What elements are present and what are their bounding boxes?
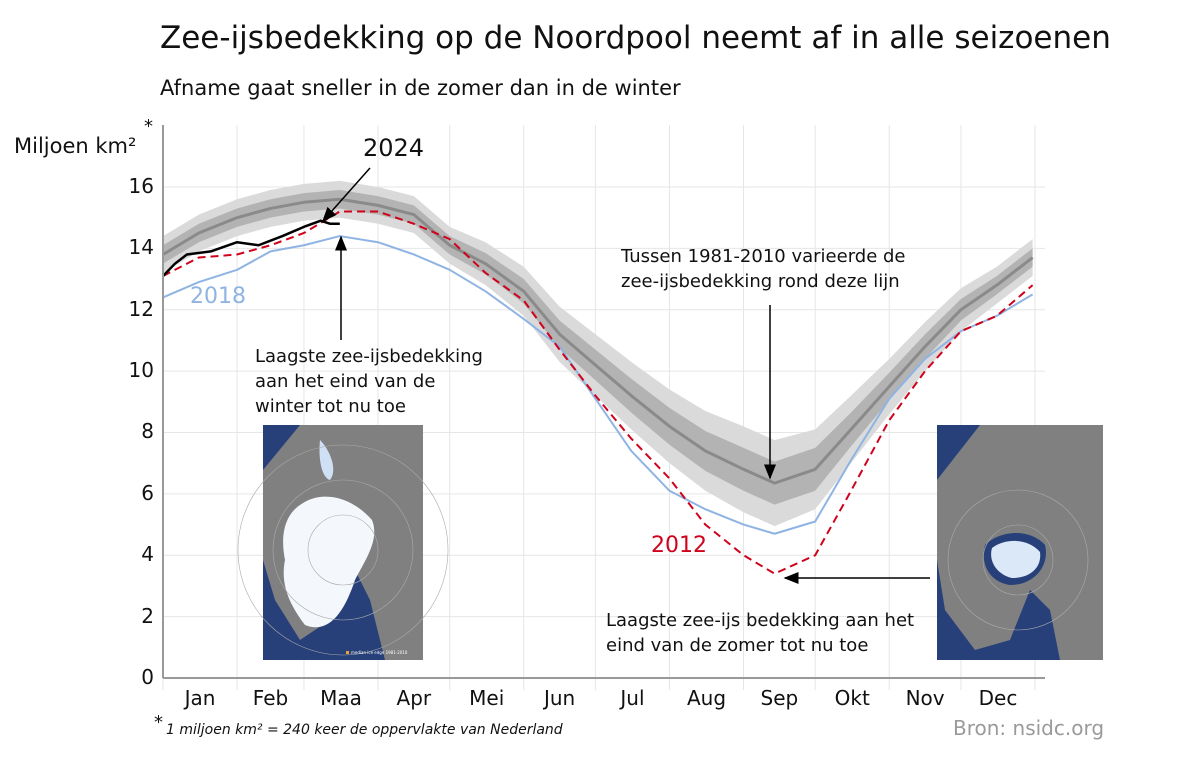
map-summer-2012 <box>937 425 1103 660</box>
series-2018-line <box>162 235 1034 535</box>
annotation-summer-low: Laagste zee-ijs bedekking aan het eind v… <box>606 610 915 656</box>
chart-subtitle: Afname gaat sneller in de zomer dan in d… <box>160 76 681 100</box>
y-tick-label: 14 <box>128 235 154 260</box>
month-label: Apr <box>396 686 432 710</box>
month-label: Jan <box>184 686 216 710</box>
source-credit: Bron: nsidc.org <box>953 716 1105 740</box>
band-inner <box>163 190 1033 505</box>
y-tick-label: 2 <box>141 603 154 628</box>
footnote: 1 miljoen km² = 240 keer de oppervlakte … <box>166 722 563 738</box>
series-median-line <box>162 197 1034 485</box>
month-label: Mei <box>469 686 505 710</box>
chart-title: Zee-ijsbedekking op de Noordpool neemt a… <box>160 20 1111 56</box>
month-label: Feb <box>252 686 289 710</box>
y-axis-label-asterisk: * <box>144 116 153 137</box>
arrow-2024 <box>322 167 371 223</box>
month-label: Jun <box>543 686 576 710</box>
median-range-bands <box>163 180 1033 527</box>
month-label: Sep <box>760 686 799 710</box>
map-winter-2024: median ice edge 1981-2010 <box>237 425 449 660</box>
month-label: Jul <box>620 686 645 710</box>
y-tick-label: 10 <box>128 358 154 383</box>
label-2018: 2018 <box>190 284 246 309</box>
axes <box>162 125 1045 679</box>
y-tick-label: 0 <box>141 665 154 689</box>
y-tick-label: 8 <box>141 419 154 444</box>
annotation-median: Tussen 1981-2010 varieerde de zee-ijsbed… <box>621 246 906 292</box>
month-label: Dec <box>978 686 1018 710</box>
y-tick-label: 16 <box>128 173 154 198</box>
map-legend-text: median ice edge 1981-2010 <box>351 650 408 655</box>
label-2012: 2012 <box>651 533 707 558</box>
series-2012-line <box>162 210 1034 575</box>
y-axis-label: Miljoen km² <box>14 134 137 158</box>
y-tick-label: 6 <box>141 480 154 505</box>
month-label: Maa <box>320 686 362 710</box>
label-2024: 2024 <box>363 134 425 162</box>
month-label: Aug <box>686 686 727 710</box>
month-label: Nov <box>905 686 945 710</box>
y-tick-label: 12 <box>128 296 154 321</box>
annotations <box>322 167 930 584</box>
annotation-winter-low: Laagste zee-ijsbedekking aan het eind va… <box>255 346 483 417</box>
month-label: Okt <box>834 686 870 710</box>
y-tick-label: 4 <box>141 542 154 567</box>
footnote-asterisk: * <box>154 712 163 733</box>
